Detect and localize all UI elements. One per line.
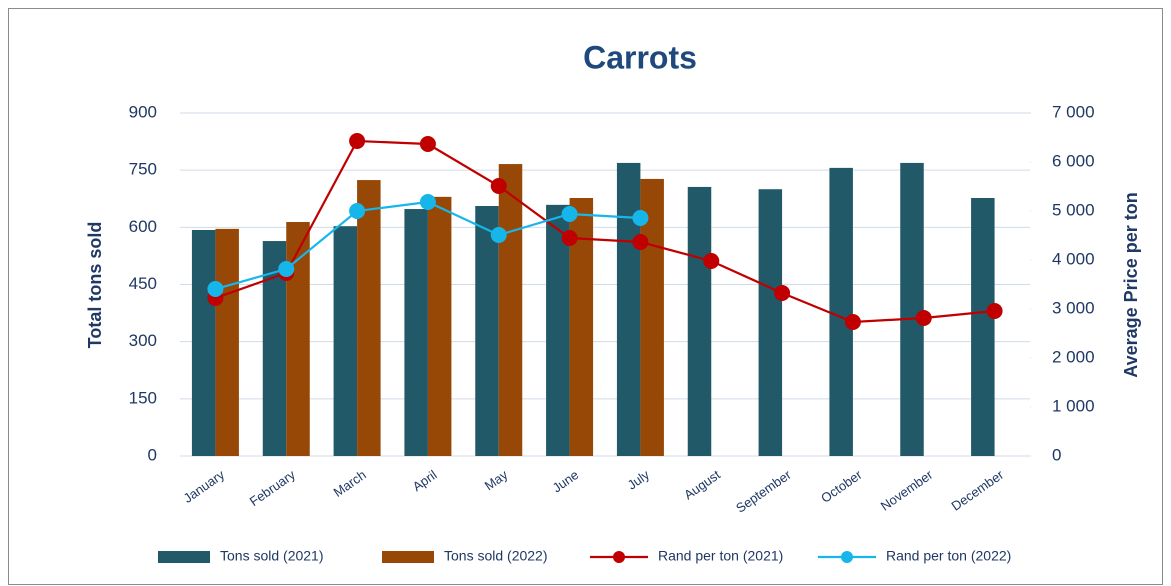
legend-swatch xyxy=(158,551,210,563)
bar xyxy=(357,180,381,456)
line-point xyxy=(844,313,861,330)
bar xyxy=(971,197,995,456)
line-point xyxy=(703,252,720,269)
line-point xyxy=(349,132,366,149)
bar xyxy=(286,221,310,456)
bar xyxy=(616,162,641,457)
bar xyxy=(404,209,428,456)
y2-axis-title: Average Price per ton xyxy=(1121,192,1141,377)
chart-title: Carrots xyxy=(583,39,697,75)
bar xyxy=(262,241,287,456)
y2-tick-label: 2 000 xyxy=(1052,347,1095,366)
legend-label: Rand per ton (2021) xyxy=(658,548,783,564)
bar xyxy=(333,226,358,456)
bar xyxy=(498,164,523,456)
line-point xyxy=(419,136,436,153)
y-tick-label: 0 xyxy=(148,445,157,464)
y-tick-label: 300 xyxy=(129,331,157,350)
line-point xyxy=(490,227,507,244)
y2-tick-label: 4 000 xyxy=(1052,249,1095,268)
line-point xyxy=(915,310,932,327)
bar xyxy=(191,230,216,456)
legend-swatch xyxy=(613,551,625,563)
y-axis-title: Total tons sold xyxy=(85,222,105,349)
bar xyxy=(475,205,499,456)
bar xyxy=(829,167,853,456)
line-point xyxy=(986,303,1003,320)
bar xyxy=(758,189,783,456)
line-point xyxy=(490,178,507,195)
y2-tick-label: 1 000 xyxy=(1052,396,1095,415)
y2-tick-label: 5 000 xyxy=(1052,200,1095,219)
y2-tick-label: 6 000 xyxy=(1052,151,1095,170)
line-point xyxy=(349,203,366,219)
y-tick-label: 600 xyxy=(129,217,157,236)
bar xyxy=(900,162,924,457)
legend-label: Rand per ton (2022) xyxy=(886,548,1011,564)
y-tick-label: 750 xyxy=(129,160,157,179)
line xyxy=(215,139,995,324)
line-point xyxy=(632,234,649,251)
bar xyxy=(569,197,594,456)
line-point xyxy=(774,284,791,301)
y2-tick-label: 3 000 xyxy=(1052,298,1095,317)
y-tick-label: 450 xyxy=(129,274,157,293)
bar xyxy=(546,204,570,456)
legend-label: Tons sold (2021) xyxy=(220,548,324,564)
line-point xyxy=(561,205,578,222)
line-point xyxy=(207,281,224,298)
y2-tick-label: 7 000 xyxy=(1052,102,1095,121)
line-point xyxy=(278,261,295,278)
line-point xyxy=(419,193,436,210)
line-point xyxy=(632,210,649,227)
legend-swatch xyxy=(841,551,853,563)
y-tick-label: 900 xyxy=(129,102,157,121)
line-point xyxy=(561,229,578,246)
y-tick-label: 150 xyxy=(129,388,157,407)
legend-swatch xyxy=(382,551,434,563)
bar xyxy=(215,228,239,456)
legend-label: Tons sold (2022) xyxy=(444,548,548,564)
y2-tick-label: 0 xyxy=(1052,445,1061,464)
bar xyxy=(640,178,664,456)
bar xyxy=(687,186,712,457)
bar xyxy=(427,196,452,456)
